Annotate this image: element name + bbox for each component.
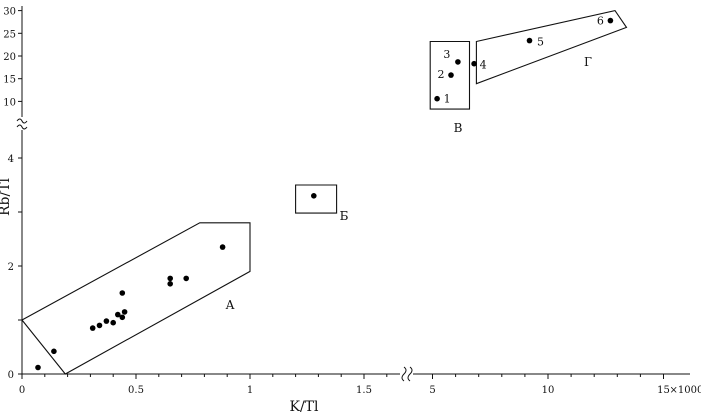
y-axis-break-mark xyxy=(16,124,28,130)
data-point xyxy=(167,275,173,282)
data-point xyxy=(121,309,128,315)
y-tick-label: 10 xyxy=(3,97,16,108)
data-point xyxy=(167,281,173,287)
regions xyxy=(21,9,628,375)
data-point xyxy=(35,364,41,371)
y-axis-title: Rb/Tl xyxy=(0,177,13,216)
y-tick-label: 25 xyxy=(3,29,16,40)
y-tick-label: 4 xyxy=(8,154,14,165)
data-point xyxy=(110,319,116,326)
data-point xyxy=(119,290,126,296)
data-point xyxy=(434,95,440,102)
x-tick-label: 15 xyxy=(657,385,670,396)
x-unit-label: ×1000 xyxy=(670,385,701,396)
region-4-outline xyxy=(475,9,628,85)
point-label: 4 xyxy=(480,59,487,72)
data-point xyxy=(89,325,96,331)
point-label: 2 xyxy=(438,68,445,81)
data-point xyxy=(115,311,121,318)
x-tick-label: 0.5 xyxy=(128,385,144,396)
region-label: В xyxy=(454,121,463,135)
data-point xyxy=(448,72,454,78)
x-axis-title: K/Tl xyxy=(290,399,320,413)
labels: А Б В Г 1 2 3 4 5 6 xyxy=(225,15,603,312)
y-tick-label: 2 xyxy=(8,262,14,273)
data-points xyxy=(35,17,614,371)
data-point xyxy=(119,314,126,321)
y-tick-label: 0 xyxy=(8,370,14,381)
x-tick-label: 5 xyxy=(429,385,435,396)
region-label: Б xyxy=(340,209,349,223)
data-point xyxy=(96,322,103,329)
data-point xyxy=(455,59,461,65)
x-axis-break-mark xyxy=(407,366,413,382)
data-point xyxy=(51,348,57,355)
y-tick-label: 15 xyxy=(3,75,16,86)
data-point xyxy=(219,244,226,250)
region-3-outline xyxy=(429,40,471,110)
x-axis-break-mark xyxy=(401,366,407,382)
region-label: А xyxy=(225,298,234,312)
x-tick-label: 10 xyxy=(542,385,555,396)
data-point xyxy=(183,275,189,282)
point-label: 1 xyxy=(444,93,451,106)
region-2-outline xyxy=(295,184,338,214)
x-tick-label: 1 xyxy=(247,385,253,396)
point-label: 5 xyxy=(537,36,544,49)
region-1-outline xyxy=(21,222,251,375)
x-tick-label: 0 xyxy=(19,385,25,396)
x-tick-label: 1.5 xyxy=(356,385,372,396)
region-label: Г xyxy=(584,55,592,69)
data-point xyxy=(103,318,110,324)
y-tick-label: 20 xyxy=(3,52,16,63)
y-tick-label: 30 xyxy=(3,7,16,18)
point-label: 6 xyxy=(597,15,604,28)
data-point xyxy=(526,37,533,44)
data-point xyxy=(607,17,614,24)
data-point xyxy=(311,193,317,199)
point-label: 3 xyxy=(443,48,450,61)
y-axis-break-mark xyxy=(16,118,28,124)
data-point xyxy=(471,60,477,67)
